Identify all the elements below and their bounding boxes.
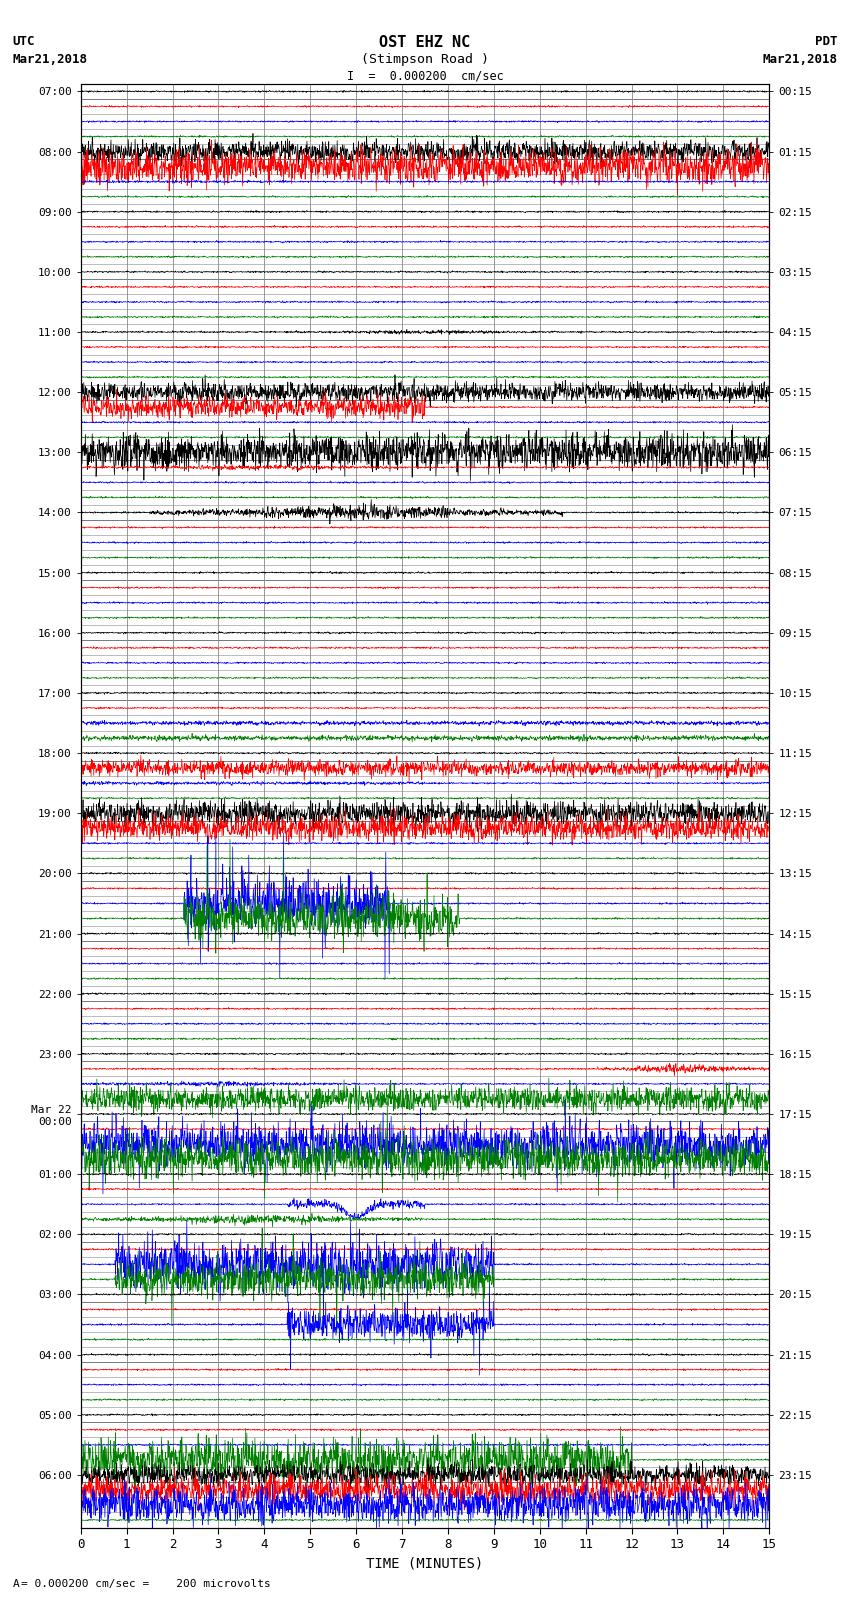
X-axis label: TIME (MINUTES): TIME (MINUTES)	[366, 1557, 484, 1571]
Text: UTC: UTC	[13, 35, 35, 48]
Text: Mar21,2018: Mar21,2018	[13, 53, 88, 66]
Text: Mar21,2018: Mar21,2018	[762, 53, 837, 66]
Text: OST EHZ NC: OST EHZ NC	[379, 35, 471, 50]
Text: (Stimpson Road ): (Stimpson Road )	[361, 53, 489, 66]
Text: PDT: PDT	[815, 35, 837, 48]
Text: A: A	[13, 1579, 20, 1589]
Text: = 0.000200 cm/sec =    200 microvolts: = 0.000200 cm/sec = 200 microvolts	[21, 1579, 271, 1589]
Text: I  =  0.000200  cm/sec: I = 0.000200 cm/sec	[347, 69, 503, 82]
